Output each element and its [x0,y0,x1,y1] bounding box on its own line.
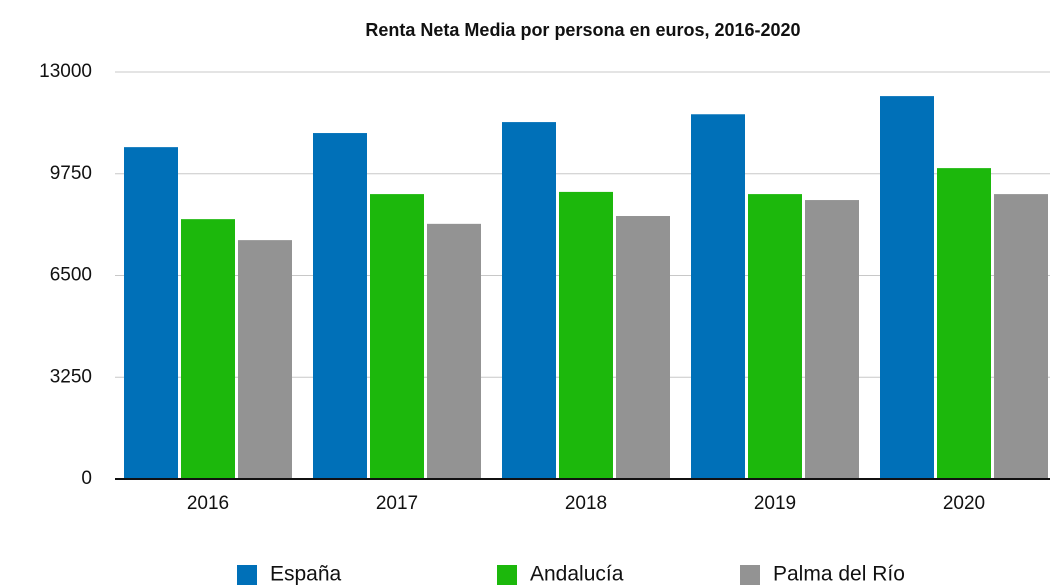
bar [181,219,235,479]
bar [370,194,424,479]
bar [124,147,178,479]
y-tick-label: 6500 [50,265,92,286]
legend-label: España [270,563,342,585]
chart-title: Renta Neta Media por persona en euros, 2… [365,20,800,40]
bar [994,194,1048,479]
x-tick-label: 2019 [754,493,796,514]
legend-label: Andalucía [530,563,624,585]
y-tick-label: 3250 [50,366,92,387]
x-tick-label: 2016 [187,493,229,514]
bar [805,200,859,479]
x-tick-label: 2020 [943,493,985,514]
bar [748,194,802,479]
bar [313,133,367,480]
x-tick-label: 2017 [376,493,418,514]
bar [502,122,556,479]
bar [427,223,481,479]
x-tick-label: 2018 [565,493,607,514]
bar [880,96,934,479]
legend-swatch [740,565,760,585]
bar [691,114,745,479]
y-tick-label: 13000 [39,61,92,82]
bar [238,240,292,479]
legend-label: Palma del Río [773,563,905,585]
bar [559,191,613,480]
legend-swatch [497,565,517,585]
y-tick-label: 0 [81,468,92,489]
bar [937,168,991,479]
y-tick-label: 9750 [50,163,92,184]
legend-swatch [237,565,257,585]
bar [616,216,670,479]
